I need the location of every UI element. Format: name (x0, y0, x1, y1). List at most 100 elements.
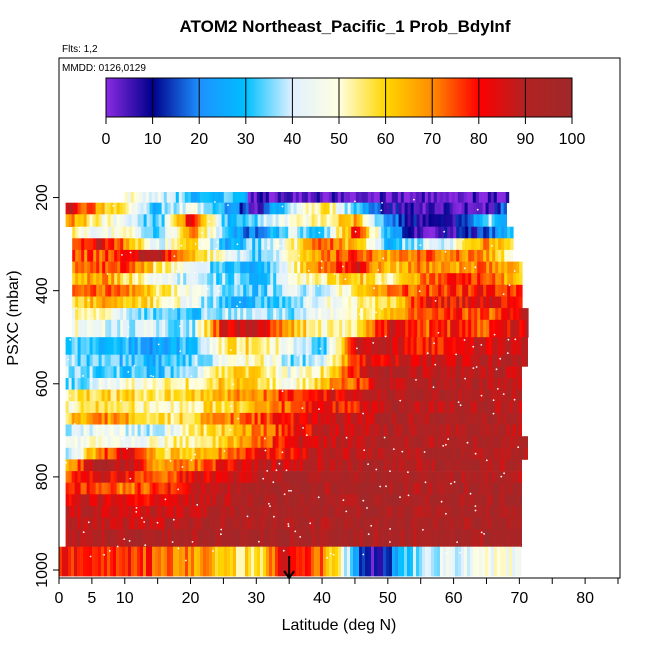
heatmap-cell (138, 284, 142, 297)
heatmap-cell (518, 366, 522, 379)
heatmap-cell (509, 412, 513, 425)
heatmap-cell (312, 319, 316, 338)
heatmap-cell (477, 296, 481, 309)
heatmap-cell (242, 459, 246, 472)
heatmap-cell (77, 546, 81, 577)
heatmap-cell (413, 214, 417, 227)
heatmap-cell (203, 436, 207, 449)
heatmap-cell (329, 378, 333, 390)
heatmap-cell (284, 412, 288, 425)
heatmap-cell (356, 337, 360, 356)
heatmap-cell (323, 447, 327, 460)
heatmap-cell (101, 506, 105, 518)
heatmap-cell (251, 471, 255, 484)
heatmap-cell (105, 284, 109, 297)
heatmap-cell (407, 214, 411, 227)
heatmap-cell (93, 261, 97, 274)
heatmap-cell (287, 412, 291, 425)
heatmap-cell (404, 447, 408, 460)
heatmap-cell (83, 482, 87, 495)
heatmap-cell (446, 366, 450, 379)
heatmap-cell (404, 401, 408, 414)
heatmap-cell (194, 412, 198, 425)
heatmap-cell (92, 529, 96, 548)
heatmap-cell (197, 378, 201, 390)
trace-dot (502, 393, 505, 395)
heatmap-cell (132, 319, 136, 338)
heatmap-cell (479, 447, 483, 460)
heatmap-cell (509, 459, 513, 472)
heatmap-cell (380, 529, 384, 548)
heatmap-cell (408, 284, 412, 297)
heatmap-cell (174, 273, 178, 286)
heatmap-cell (395, 494, 399, 507)
heatmap-cell (198, 238, 202, 251)
heatmap-cell (368, 471, 372, 484)
heatmap-cell (503, 506, 507, 518)
trace-dot (179, 325, 181, 328)
heatmap-cell (246, 261, 250, 274)
trace-dot (433, 342, 435, 345)
heatmap-cell (65, 494, 69, 507)
heatmap-cell (429, 249, 433, 262)
heatmap-cell (446, 482, 450, 495)
heatmap-cell (341, 378, 345, 390)
heatmap-cell (86, 214, 90, 227)
heatmap-cell (444, 273, 448, 286)
heatmap-cell (500, 366, 504, 379)
heatmap-cell (485, 202, 489, 215)
heatmap-cell (476, 447, 480, 460)
heatmap-cell (134, 529, 138, 548)
heatmap-cell (185, 459, 189, 472)
heatmap-cell (137, 447, 141, 460)
heatmap-cell (329, 366, 333, 379)
heatmap-cell (107, 529, 111, 548)
heatmap-cell (414, 226, 418, 239)
heatmap-cell (341, 366, 345, 379)
heatmap-cell (494, 436, 498, 449)
trace-dot (309, 522, 312, 525)
heatmap-cell (471, 296, 475, 309)
heatmap-cell (294, 319, 298, 338)
heatmap-cell (81, 284, 85, 297)
heatmap-cell (125, 447, 129, 460)
trace-dot (171, 541, 174, 543)
heatmap-cell (411, 273, 415, 286)
heatmap-cell (422, 529, 426, 548)
trace-dot (434, 300, 437, 302)
heatmap-cell (479, 202, 483, 215)
heatmap-cell (432, 284, 436, 297)
heatmap-cell (440, 424, 444, 437)
heatmap-cell (68, 471, 72, 484)
heatmap-cell (408, 319, 412, 338)
heatmap-cell (179, 378, 183, 390)
heatmap-cell (113, 366, 117, 379)
heatmap-cell (236, 494, 240, 507)
heatmap-cell (284, 202, 288, 215)
heatmap-cell (75, 296, 79, 309)
heatmap-cell (276, 284, 280, 297)
heatmap-cell (428, 506, 432, 518)
trace-dot (299, 536, 302, 538)
heatmap-cell (362, 337, 366, 356)
heatmap-cell (482, 482, 486, 495)
trace-dot (445, 443, 447, 446)
heatmap-cell (257, 337, 261, 356)
heatmap-cell (377, 401, 381, 414)
heatmap-cell (116, 412, 120, 425)
trace-dot (273, 515, 275, 518)
heatmap-cell (270, 308, 274, 321)
heatmap-cell (194, 529, 198, 548)
heatmap-cell (344, 366, 348, 379)
heatmap-cell (414, 319, 418, 338)
heatmap-cell (203, 424, 207, 437)
heatmap-cell (233, 389, 237, 402)
heatmap-cell (258, 308, 262, 321)
heatmap-cell (428, 401, 432, 414)
heatmap-cell (353, 202, 357, 215)
heatmap-cell (389, 337, 393, 356)
heatmap-cell (125, 506, 129, 518)
heatmap-cell (203, 471, 207, 484)
heatmap-cell (369, 296, 373, 309)
heatmap-cell (105, 273, 109, 286)
